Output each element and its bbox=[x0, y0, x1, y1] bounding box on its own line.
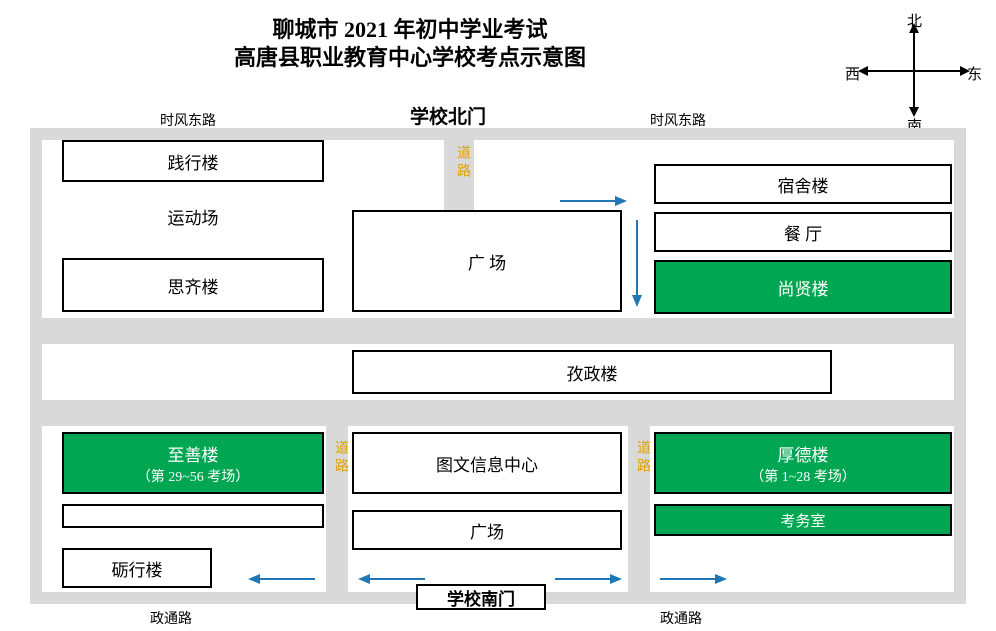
sushe-label: 宿舍楼 bbox=[778, 172, 829, 197]
road-right bbox=[954, 128, 966, 604]
path-north-label: 道路 bbox=[452, 145, 472, 181]
north-gate-label: 学校北门 bbox=[410, 102, 486, 129]
road-bottom-left-label: 政通路 bbox=[150, 608, 192, 628]
path-right-lower-label: 道路 bbox=[632, 440, 652, 476]
building-zhishan: 至善楼 （第 29~56 考场） bbox=[62, 432, 324, 494]
building-shangxian: 尚贤楼 bbox=[654, 260, 952, 314]
south-gate: 学校南门 bbox=[416, 584, 546, 610]
building-blank-left bbox=[62, 504, 324, 528]
lixing-label: 砺行楼 bbox=[112, 556, 163, 581]
road-top-right-label: 时风东路 bbox=[650, 110, 706, 130]
building-kaowu: 考务室 bbox=[654, 504, 952, 536]
road-top bbox=[30, 128, 966, 140]
plaza-1: 广 场 bbox=[352, 210, 622, 312]
building-houde: 厚德楼 （第 1~28 考场） bbox=[654, 432, 952, 494]
houde-sub: （第 1~28 考场） bbox=[750, 466, 856, 486]
title-line2: 高唐县职业教育中心学校考点示意图 bbox=[0, 40, 820, 72]
shangxian-label: 尚贤楼 bbox=[778, 275, 829, 300]
canting-label: 餐 厅 bbox=[784, 220, 822, 245]
road-left bbox=[30, 128, 42, 604]
houde-label: 厚德楼 bbox=[778, 441, 829, 466]
path-left-lower-label: 道路 bbox=[330, 440, 350, 476]
building-lixing: 砺行楼 bbox=[62, 548, 212, 588]
building-zizheng: 孜政楼 bbox=[352, 350, 832, 394]
building-canting: 餐 厅 bbox=[654, 212, 952, 252]
sportsfield: 运动场 bbox=[62, 186, 324, 246]
plaza-2: 广场 bbox=[352, 510, 622, 550]
building-tuwen: 图文信息中心 bbox=[352, 432, 622, 494]
south-gate-label: 学校南门 bbox=[447, 585, 515, 610]
building-sushe: 宿舍楼 bbox=[654, 164, 952, 204]
plaza1-label: 广 场 bbox=[468, 249, 506, 274]
zhishan-sub: （第 29~56 考场） bbox=[137, 466, 250, 486]
road-bottom-right-label: 政通路 bbox=[660, 608, 702, 628]
building-siqi: 思齐楼 bbox=[62, 258, 324, 312]
siqi-label: 思齐楼 bbox=[168, 273, 219, 298]
compass: 北 南 西 东 bbox=[855, 15, 975, 125]
tuwen-label: 图文信息中心 bbox=[436, 451, 538, 476]
building-jianxing: 践行楼 bbox=[62, 140, 324, 182]
jianxing-label: 践行楼 bbox=[168, 149, 219, 174]
plaza2-label: 广场 bbox=[470, 518, 504, 543]
road-mid2 bbox=[42, 400, 954, 426]
sportsfield-label: 运动场 bbox=[168, 204, 219, 229]
road-mid1 bbox=[42, 318, 954, 344]
zizheng-label: 孜政楼 bbox=[567, 360, 618, 385]
kaowu-label: 考务室 bbox=[780, 510, 825, 531]
zhishan-label: 至善楼 bbox=[168, 441, 219, 466]
road-top-left-label: 时风东路 bbox=[160, 110, 216, 130]
